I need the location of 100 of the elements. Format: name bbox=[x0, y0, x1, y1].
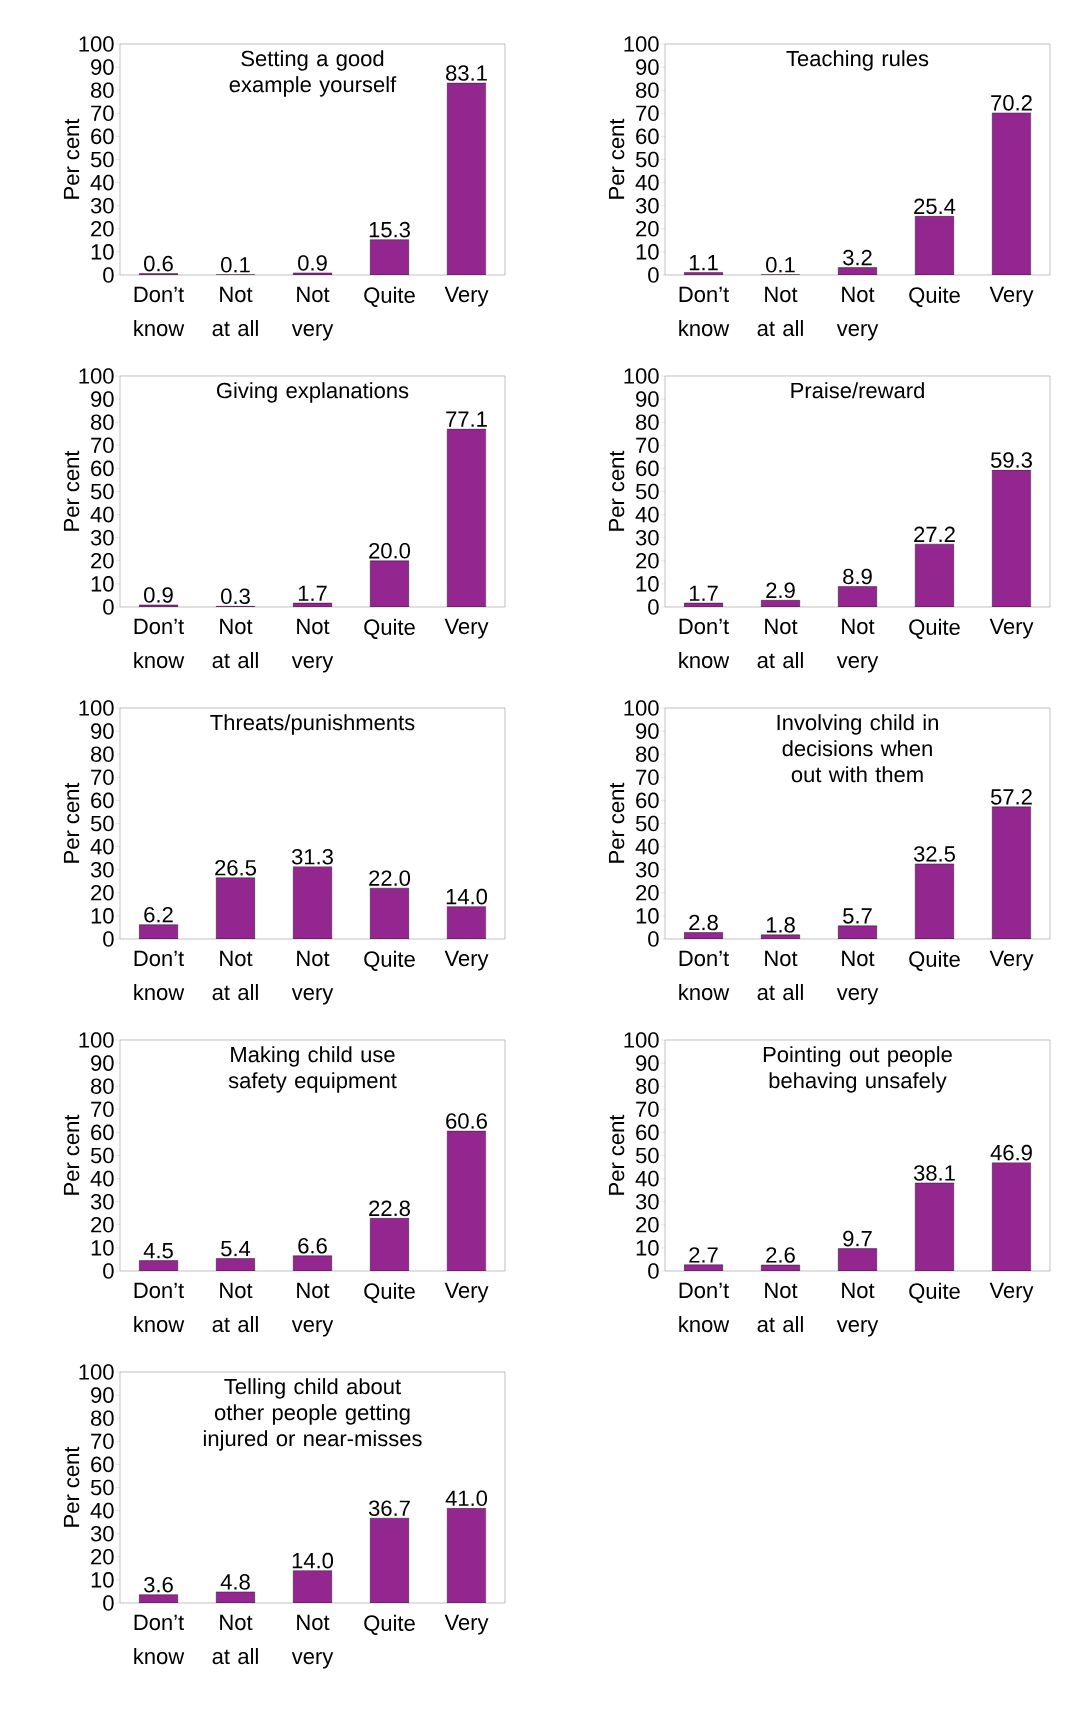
chart-title: Giving explanations bbox=[217, 382, 409, 403]
y-tick-label: 10 bbox=[91, 908, 114, 924]
y-tick-label: 50 bbox=[635, 815, 659, 832]
data-label: 41.0 bbox=[445, 1490, 488, 1507]
y-tick-label: 50 bbox=[90, 1147, 114, 1164]
data-label: 0.6 bbox=[144, 255, 173, 272]
y-tick-label: 60 bbox=[636, 128, 659, 145]
y-tick-label: 70 bbox=[91, 437, 114, 454]
data-label: 59.3 bbox=[990, 452, 1032, 468]
y-tick-label: 100 bbox=[79, 1032, 114, 1048]
y-tick-label: 80 bbox=[91, 746, 114, 762]
y-tick-label: 80 bbox=[91, 414, 114, 430]
x-tick-label: Not very bbox=[291, 618, 334, 673]
y-tick-label: 40 bbox=[635, 1170, 659, 1187]
data-label: 27.2 bbox=[914, 526, 955, 542]
y-tick-label: 40 bbox=[90, 838, 114, 855]
data-label: 20.0 bbox=[369, 543, 411, 559]
data-label: 14.0 bbox=[446, 888, 488, 905]
x-tick-label: Don’t know bbox=[134, 286, 185, 337]
x-tick-label: Very bbox=[444, 950, 489, 971]
y-tick-label: 70 bbox=[91, 105, 114, 122]
data-label: 8.9 bbox=[843, 568, 872, 585]
y-tick-label: 60 bbox=[91, 128, 114, 145]
y-tick-label: 80 bbox=[636, 414, 659, 430]
y-tick-label: 40 bbox=[90, 1502, 114, 1519]
data-label: 1.7 bbox=[298, 585, 327, 601]
x-tick-label: Not at all bbox=[757, 950, 803, 1001]
y-tick-label: 0 bbox=[103, 1595, 114, 1611]
y-tick-label: 40 bbox=[90, 506, 114, 523]
y-tick-label: 40 bbox=[635, 174, 659, 191]
y-tick-label: 100 bbox=[79, 700, 114, 716]
y-tick-label: 80 bbox=[636, 746, 659, 762]
y-tick-label: 10 bbox=[91, 1240, 114, 1256]
y-tick-label: 80 bbox=[91, 82, 114, 98]
y-tick-label: 40 bbox=[90, 174, 114, 191]
y-axis-title: Per cent bbox=[63, 450, 80, 531]
x-tick-label: Quite bbox=[909, 286, 960, 307]
x-tick-label: Not very bbox=[836, 1282, 879, 1337]
y-tick-label: 0 bbox=[648, 1263, 659, 1279]
data-label: 83.1 bbox=[446, 65, 487, 81]
data-label: 9.7 bbox=[843, 1230, 872, 1247]
x-tick-label: Not very bbox=[291, 1282, 334, 1337]
data-label: 1.1 bbox=[689, 255, 718, 271]
x-tick-label: Quite bbox=[909, 950, 960, 971]
y-tick-label: 0 bbox=[103, 599, 114, 615]
data-label: 3.2 bbox=[843, 249, 872, 266]
x-tick-label: Not very bbox=[836, 618, 879, 673]
x-tick-label: Quite bbox=[364, 1282, 415, 1303]
x-tick-label: Quite bbox=[909, 618, 960, 639]
x-tick-label: Don’t know bbox=[679, 950, 730, 1001]
x-tick-label: Not very bbox=[291, 950, 334, 1005]
y-tick-label: 0 bbox=[103, 931, 114, 947]
data-label: 15.3 bbox=[369, 221, 410, 238]
y-tick-label: 80 bbox=[636, 1078, 659, 1094]
y-tick-label: 50 bbox=[90, 1479, 114, 1496]
x-tick-label: Very bbox=[989, 618, 1034, 639]
data-label: 5.4 bbox=[221, 1240, 251, 1257]
x-tick-label: Don’t know bbox=[134, 1282, 185, 1333]
data-label: 4.5 bbox=[143, 1243, 173, 1259]
data-label: 0.9 bbox=[298, 255, 327, 271]
x-tick-label: Very bbox=[989, 286, 1034, 307]
y-tick-label: 100 bbox=[79, 368, 114, 384]
y-tick-label: 60 bbox=[636, 460, 659, 477]
x-tick-label: Very bbox=[444, 1614, 489, 1635]
chart-title: Teaching rules bbox=[786, 50, 929, 71]
x-tick-label: Very bbox=[989, 1282, 1034, 1303]
y-axis-title: Per cent bbox=[608, 118, 625, 199]
data-label: 2.8 bbox=[689, 914, 718, 931]
x-tick-label: Don’t know bbox=[679, 286, 730, 337]
x-tick-label: Quite bbox=[909, 1282, 960, 1303]
y-tick-label: 20 bbox=[91, 220, 114, 237]
y-tick-label: 90 bbox=[91, 723, 114, 739]
y-tick-label: 20 bbox=[636, 220, 659, 237]
y-tick-label: 60 bbox=[91, 792, 114, 809]
x-tick-label: Not at all bbox=[757, 618, 803, 669]
y-tick-label: 60 bbox=[636, 792, 659, 809]
data-label: 70.2 bbox=[991, 95, 1032, 111]
y-tick-label: 60 bbox=[636, 1124, 659, 1141]
data-label: 2.9 bbox=[766, 582, 795, 599]
x-tick-label: Very bbox=[444, 1282, 489, 1303]
y-axis-title: Per cent bbox=[63, 782, 80, 863]
y-tick-label: 20 bbox=[636, 884, 659, 901]
data-label: 22.8 bbox=[369, 1200, 410, 1217]
data-label: 36.7 bbox=[368, 1500, 410, 1517]
y-tick-label: 40 bbox=[90, 1170, 114, 1187]
data-label: 1.8 bbox=[766, 917, 795, 933]
data-label: 25.4 bbox=[914, 198, 956, 215]
y-tick-label: 100 bbox=[624, 368, 659, 384]
y-tick-label: 80 bbox=[636, 82, 659, 98]
x-tick-label: Not very bbox=[836, 950, 879, 1005]
data-label: 1.7 bbox=[689, 585, 718, 601]
data-label: 14.0 bbox=[292, 1552, 334, 1569]
x-tick-label: Don’t know bbox=[679, 618, 730, 669]
y-tick-label: 10 bbox=[636, 576, 659, 592]
y-tick-label: 70 bbox=[636, 1101, 659, 1118]
y-tick-label: 80 bbox=[91, 1078, 114, 1094]
y-tick-label: 0 bbox=[648, 599, 659, 615]
data-label: 4.8 bbox=[220, 1574, 250, 1590]
y-tick-label: 30 bbox=[635, 197, 659, 214]
x-tick-label: Quite bbox=[364, 1614, 415, 1635]
